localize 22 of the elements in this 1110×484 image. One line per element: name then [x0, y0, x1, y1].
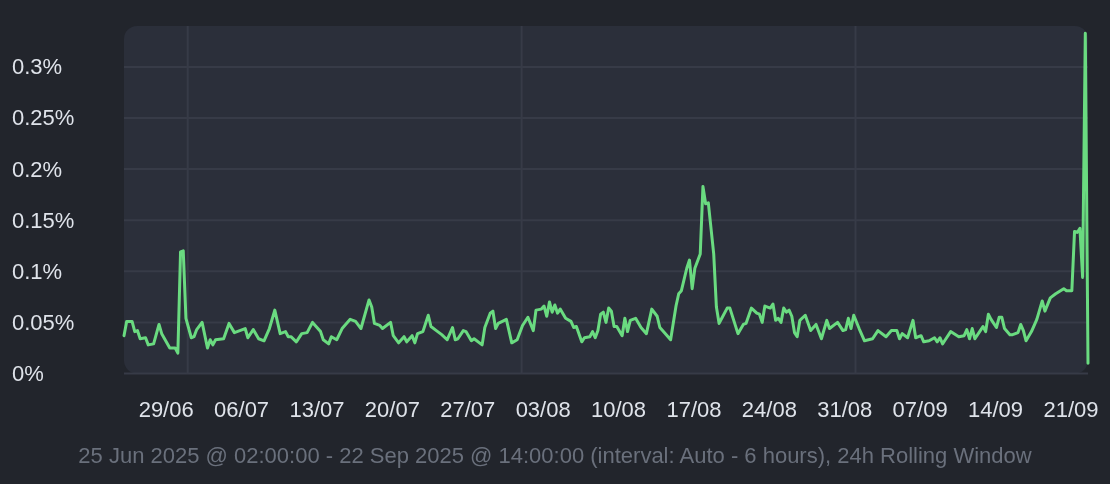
y-tick-label: 0.05%: [12, 309, 75, 335]
y-tick-label: 0.25%: [12, 105, 75, 131]
x-tick-label: 21/09: [1043, 396, 1099, 422]
x-tick-label: 07/09: [892, 396, 948, 422]
x-tick-label: 27/07: [440, 396, 496, 422]
x-tick-label: 13/07: [289, 396, 345, 422]
x-tick-label: 06/07: [214, 396, 270, 422]
x-tick-label: 24/08: [741, 396, 797, 422]
x-tick-label: 17/08: [666, 396, 722, 422]
y-tick-label: 0%: [12, 361, 44, 386]
x-tick-label: 29/06: [138, 396, 194, 422]
y-tick-label: 0.2%: [12, 156, 63, 182]
x-tick-label: 03/08: [515, 396, 571, 422]
x-axis-title: 25 Jun 2025 @ 02:00:00 - 22 Sep 2025 @ 14:00:00 (interval: Auto - 6 hours), 24h Rolling Window: [78, 442, 1032, 468]
x-tick-label: 31/08: [817, 396, 873, 422]
y-tick-label: 0.15%: [12, 207, 75, 233]
y-tick-label: 0.3%: [12, 54, 63, 80]
y-tick-label: 0.1%: [12, 258, 63, 284]
line-series: [122, 31, 1090, 365]
x-tick-label: 20/07: [364, 396, 420, 422]
x-tick-label: 10/08: [591, 396, 647, 422]
x-tick-label: 14/09: [968, 396, 1024, 422]
